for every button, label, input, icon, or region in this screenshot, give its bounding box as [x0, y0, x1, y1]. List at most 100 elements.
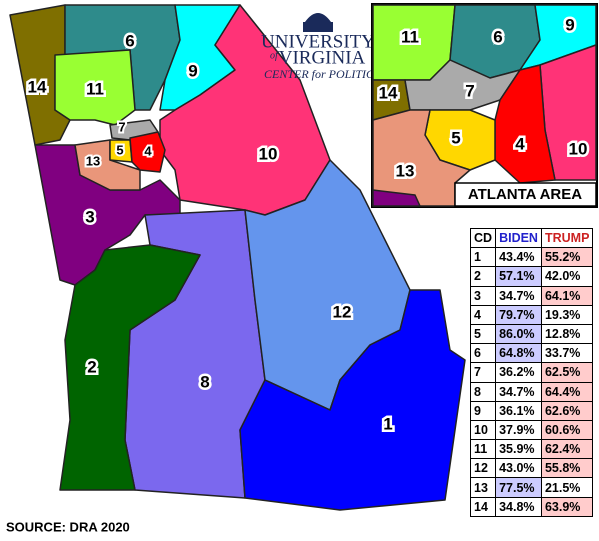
logo: UNIVERSITY of VIRGINIA CENTER for POLITI… [261, 13, 380, 81]
table-cell: 4 [469, 304, 497, 325]
inset-label: 7 [465, 81, 474, 100]
table-cell: 63.9% [540, 496, 594, 517]
table-cell: 19.3% [540, 304, 594, 325]
district-label: 7 [118, 119, 125, 134]
table-row: 11 35.9% 62.4% [469, 439, 594, 460]
table-cell: 1 [469, 247, 497, 268]
table-row: 5 86.0% 12.8% [469, 323, 594, 345]
table-row: 7 36.2% 62.5% [469, 362, 594, 383]
logo-virginia: VIRGINIA [279, 47, 366, 68]
table-row: 6 64.8% 33.7% [469, 343, 594, 364]
table-cell: 33.7% [540, 343, 594, 364]
inset-label: 9 [565, 15, 574, 34]
table-cell: 11 [469, 439, 497, 460]
district-label: 5 [116, 142, 123, 157]
table-cell: 34.8% [495, 496, 542, 517]
source: SOURCE: DRA 2020 [6, 519, 130, 534]
table-cell: 12.8% [540, 323, 594, 345]
district-11 [54, 49, 136, 126]
table-cell: 43.0% [495, 458, 542, 479]
table-cell: 10 [469, 419, 497, 441]
district-4 [129, 131, 166, 173]
table-cell: 62.4% [540, 439, 594, 460]
logo-of: of [270, 50, 279, 61]
table-cell: 12 [469, 458, 497, 479]
table-row: 4 79.7% 19.3% [469, 304, 594, 325]
table-row: 8 34.7% 64.4% [469, 381, 594, 402]
district-label: 4 [144, 143, 152, 158]
inset-district-3 [372, 189, 421, 207]
table-cell: 36.1% [495, 400, 542, 421]
inset-title: ATLANTA AREA [468, 186, 582, 203]
table-cell: 2 [469, 266, 497, 287]
inset-label: 14 [379, 83, 398, 102]
inset-label: 5 [451, 128, 460, 147]
district-label: 2 [87, 357, 96, 376]
table-row: 1 43.4% 55.2% [469, 247, 594, 268]
table-cell: 62.6% [540, 400, 594, 421]
district-1 [239, 289, 466, 511]
table-cell: 43.4% [495, 247, 542, 268]
table-row: 12 43.0% 55.8% [469, 458, 594, 479]
inset-label: 4 [515, 134, 525, 153]
table-cell: 60.6% [540, 419, 594, 441]
table-cell: 62.5% [540, 362, 594, 383]
table-row: 9 36.1% 62.6% [469, 400, 594, 421]
table-cell: 21.5% [540, 477, 594, 498]
inset-title-box [454, 182, 597, 207]
table-cell: 55.2% [540, 247, 594, 268]
header-row: CD BIDEN TRUMP [469, 227, 594, 249]
district-2 [59, 244, 201, 491]
table-cell: 14 [469, 496, 497, 517]
table-cell: 64.8% [495, 343, 542, 364]
inset-label: 13 [396, 161, 415, 180]
table-cell: 34.7% [495, 285, 542, 306]
table-cell: 37.9% [495, 419, 542, 441]
district-label: 12 [333, 302, 352, 321]
table-cell: 6 [469, 343, 497, 364]
table-cell: 9 [469, 400, 497, 421]
inset-map: 11 6 9 14 7 5 4 10 13 ATLANTA AREA [371, 3, 598, 208]
table-cell: 42.0% [540, 266, 594, 287]
inset-label: 10 [569, 139, 588, 158]
rotunda-icon [303, 13, 333, 32]
georgia-map [9, 4, 466, 511]
table-cell: 7 [469, 362, 497, 383]
table-cell: 79.7% [495, 304, 542, 325]
table-row: 13 77.5% 21.5% [469, 477, 594, 498]
inset-label: 11 [401, 27, 419, 46]
table-cell: 57.1% [495, 266, 542, 287]
inset-label: 6 [493, 27, 502, 46]
logo-university: UNIVERSITY [261, 31, 375, 52]
table-cell: 86.0% [495, 323, 542, 345]
district-label: 9 [188, 61, 197, 80]
district-label: 6 [125, 31, 134, 50]
table-cell: 13 [469, 477, 497, 498]
table-cell: 8 [469, 381, 497, 402]
table-cell: 35.9% [495, 439, 542, 460]
table-cell: 55.8% [540, 458, 594, 479]
table-cell: 36.2% [495, 362, 542, 383]
table-cell: 34.7% [495, 381, 542, 402]
district-labels: 1 2 3 4 5 6 7 8 9 10 11 12 13 14 [25, 29, 395, 436]
table-cell: 64.4% [540, 381, 594, 402]
district-label: 8 [200, 372, 209, 391]
table-cell: 5 [469, 323, 497, 345]
table-cell: 77.5% [495, 477, 542, 498]
header-cell: TRUMP [540, 227, 594, 249]
header-cell: CD [469, 227, 497, 249]
table-cell: 3 [469, 285, 497, 306]
table-cell: 64.1% [540, 285, 594, 306]
logo-center: CENTER for POLITICS [264, 67, 380, 81]
results-table: CD BIDEN TRUMP 1 43.4% 55.2% 2 57.1% 42.0% 3 34.7%… [469, 227, 594, 517]
header-cell: BIDEN [495, 227, 542, 249]
district-label: 1 [383, 414, 392, 433]
district-label: 3 [85, 207, 94, 226]
table-row: 14 34.8% 63.9% [469, 496, 594, 517]
table-row: 3 34.7% 64.1% [469, 285, 594, 306]
district-label: 10 [259, 144, 278, 163]
district-label: 13 [86, 153, 100, 168]
district-label: 11 [86, 79, 104, 98]
